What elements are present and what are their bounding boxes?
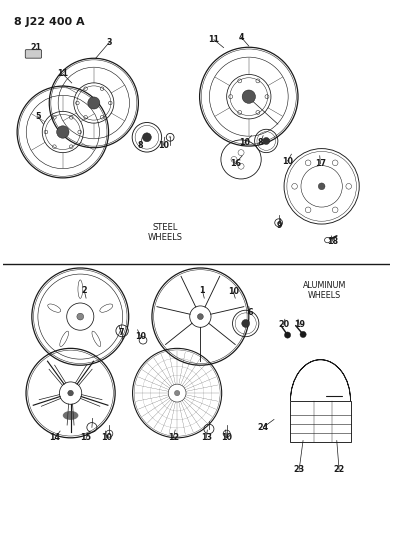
Ellipse shape	[88, 97, 100, 109]
Text: 18: 18	[327, 237, 338, 246]
Text: 10: 10	[158, 141, 169, 150]
Text: 10: 10	[135, 332, 146, 341]
Ellipse shape	[57, 126, 69, 138]
Text: 1: 1	[200, 286, 205, 295]
Text: 20: 20	[278, 320, 289, 329]
Text: 16: 16	[230, 159, 241, 168]
Text: 5: 5	[35, 112, 40, 120]
Ellipse shape	[143, 133, 151, 142]
Text: 11: 11	[57, 69, 68, 78]
Text: 19: 19	[294, 320, 305, 329]
Text: 3: 3	[107, 38, 112, 47]
Text: 24: 24	[257, 423, 269, 432]
Text: 2: 2	[81, 286, 87, 295]
Text: 10: 10	[228, 287, 239, 296]
Text: 8 J22 400 A: 8 J22 400 A	[15, 17, 85, 27]
Ellipse shape	[197, 313, 203, 320]
Text: 22: 22	[333, 465, 345, 474]
Text: 10: 10	[239, 138, 250, 147]
Text: 23: 23	[294, 465, 305, 474]
Text: 7: 7	[118, 328, 124, 337]
Ellipse shape	[63, 411, 78, 420]
Text: 12: 12	[168, 433, 179, 442]
Ellipse shape	[300, 332, 306, 337]
Bar	[290, 401, 351, 442]
Ellipse shape	[242, 90, 255, 103]
Text: 11: 11	[208, 35, 219, 44]
Ellipse shape	[318, 183, 325, 190]
Text: 6: 6	[247, 309, 253, 318]
Text: 10: 10	[101, 433, 112, 442]
Text: 9: 9	[277, 221, 283, 230]
Text: 21: 21	[30, 43, 41, 52]
Ellipse shape	[174, 390, 180, 396]
Text: ALUMINUM
WHEELS: ALUMINUM WHEELS	[303, 280, 346, 300]
Ellipse shape	[263, 138, 270, 144]
Text: 4: 4	[238, 33, 244, 42]
Text: 10: 10	[221, 433, 232, 442]
Text: 14: 14	[50, 433, 61, 442]
Ellipse shape	[285, 332, 291, 338]
Ellipse shape	[77, 313, 84, 320]
FancyBboxPatch shape	[25, 50, 42, 58]
Text: 17: 17	[315, 159, 326, 168]
Text: STEEL
WHEELS: STEEL WHEELS	[148, 222, 183, 242]
Text: 8: 8	[258, 138, 263, 147]
Ellipse shape	[242, 319, 250, 327]
Text: 15: 15	[81, 433, 92, 442]
Text: 8: 8	[138, 141, 143, 150]
Text: 10: 10	[282, 157, 293, 166]
Ellipse shape	[68, 390, 73, 396]
Text: 13: 13	[201, 433, 212, 442]
